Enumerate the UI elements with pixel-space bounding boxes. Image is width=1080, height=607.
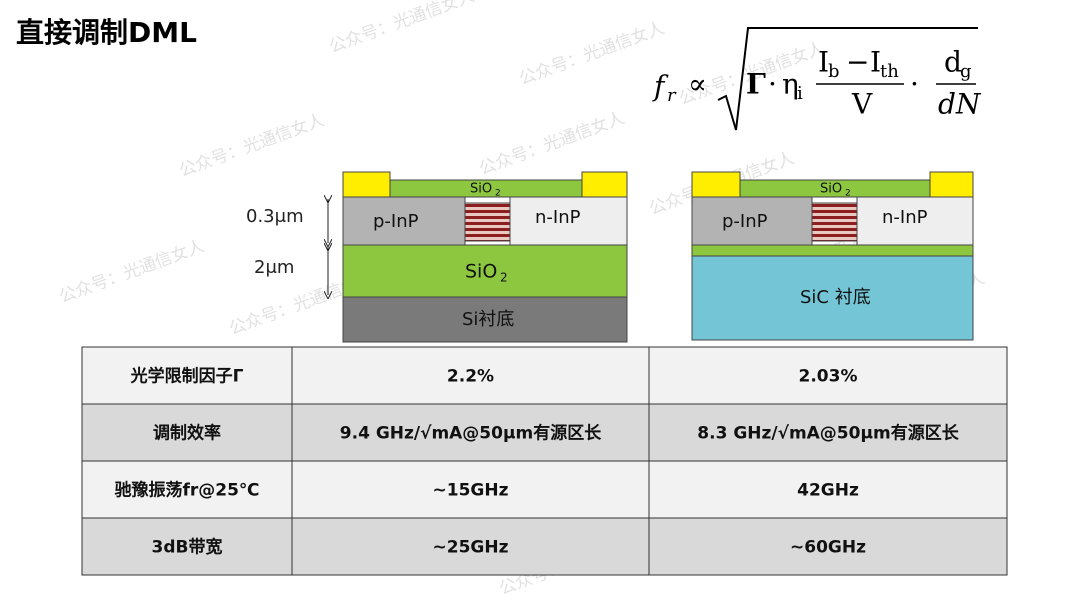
formula-text: V [851,88,873,121]
table-cell: ~60GHz [790,538,866,558]
table-cell: 2.2% [447,367,494,387]
formula-text: d [944,46,962,79]
formula-text: η [782,68,799,101]
watermark: 公众号：光通信女人 [477,108,628,179]
layer [342,244,628,298]
label: SiO [470,182,492,197]
formula: f r ∝ Γ · η i I b − I th V · d g dN [652,27,982,131]
label: SiC 衬底 [800,287,871,308]
watermark: 公众号：光通信女人 [57,236,208,307]
layer [856,196,974,246]
layer [342,196,466,246]
electrode [929,171,974,198]
layer [691,244,974,257]
table-cell: 9.4 GHz/√mA@50μm有源区长 [340,423,602,444]
watermark: 公众号：光通信女人 [517,18,668,89]
table-row [81,346,1008,405]
electrode [581,171,628,198]
device-left [342,171,628,343]
label: SiO [465,261,497,283]
formula-text: − [846,46,869,79]
device-left-labels: SiO 2 p-InP n-InP SiO 2 Si衬底 [373,182,581,331]
table-cell: ~25GHz [433,538,509,558]
dimension-label: 2μm [254,257,294,278]
substrate [342,296,628,343]
label: 2 [500,271,508,285]
active-region [811,202,858,242]
table-cell: 驰豫振荡fr@25℃ [114,480,259,501]
label: n-InP [882,207,928,228]
formula-text: g [960,61,972,82]
label: Si衬底 [462,309,514,330]
table-cell: 2.03% [799,367,858,387]
table-row [81,517,1008,576]
table: 光学限制因子Γ 2.2% 2.03% 调制效率 9.4 GHz/√mA@50μm有源区长… [81,346,1008,576]
label: n-InP [535,207,581,228]
table-cell: 3dB带宽 [152,537,223,558]
formula-text: I [870,46,881,79]
device-right [691,171,974,341]
label: SiO [820,182,842,197]
label: p-InP [373,211,419,232]
table-cell: 调制效率 [153,423,221,444]
watermark: 公众号：光通信女人 [177,110,328,181]
label: 2 [495,189,501,199]
formula-text: r [667,85,677,106]
formula-text: dN [938,88,982,121]
title: 直接调制DML [16,16,197,49]
formula-text: th [880,61,899,82]
electrode [691,171,741,198]
label: p-InP [722,211,768,232]
active-region [464,202,511,242]
table-row [81,403,1008,462]
dimension-label: 0.3μm [246,206,304,227]
thickness: 0.3μm 2μm [246,199,328,295]
table-cell: ~15GHz [433,481,509,501]
formula-text: · [910,68,919,101]
substrate [691,255,974,341]
table-cell: 光学限制因子Γ [130,366,244,387]
watermark: 公众号：光通信女人 [327,0,478,57]
radical [717,27,978,131]
formula-text: I [818,46,829,79]
layer [691,196,813,246]
table-row [81,460,1008,519]
electrode [342,171,391,198]
formula-text: · [768,68,777,101]
table-cell: 42GHz [797,481,859,501]
layer [509,196,628,246]
formula-text: Γ [746,68,766,101]
formula-text: i [797,83,803,104]
table-cell: 8.3 GHz/√mA@50μm有源区长 [697,423,959,444]
device-right-labels: SiO 2 p-InP n-InP SiC 衬底 [722,182,928,309]
label: 2 [845,189,851,199]
formula-text: ∝ [688,68,707,101]
formula-text: b [828,61,840,82]
